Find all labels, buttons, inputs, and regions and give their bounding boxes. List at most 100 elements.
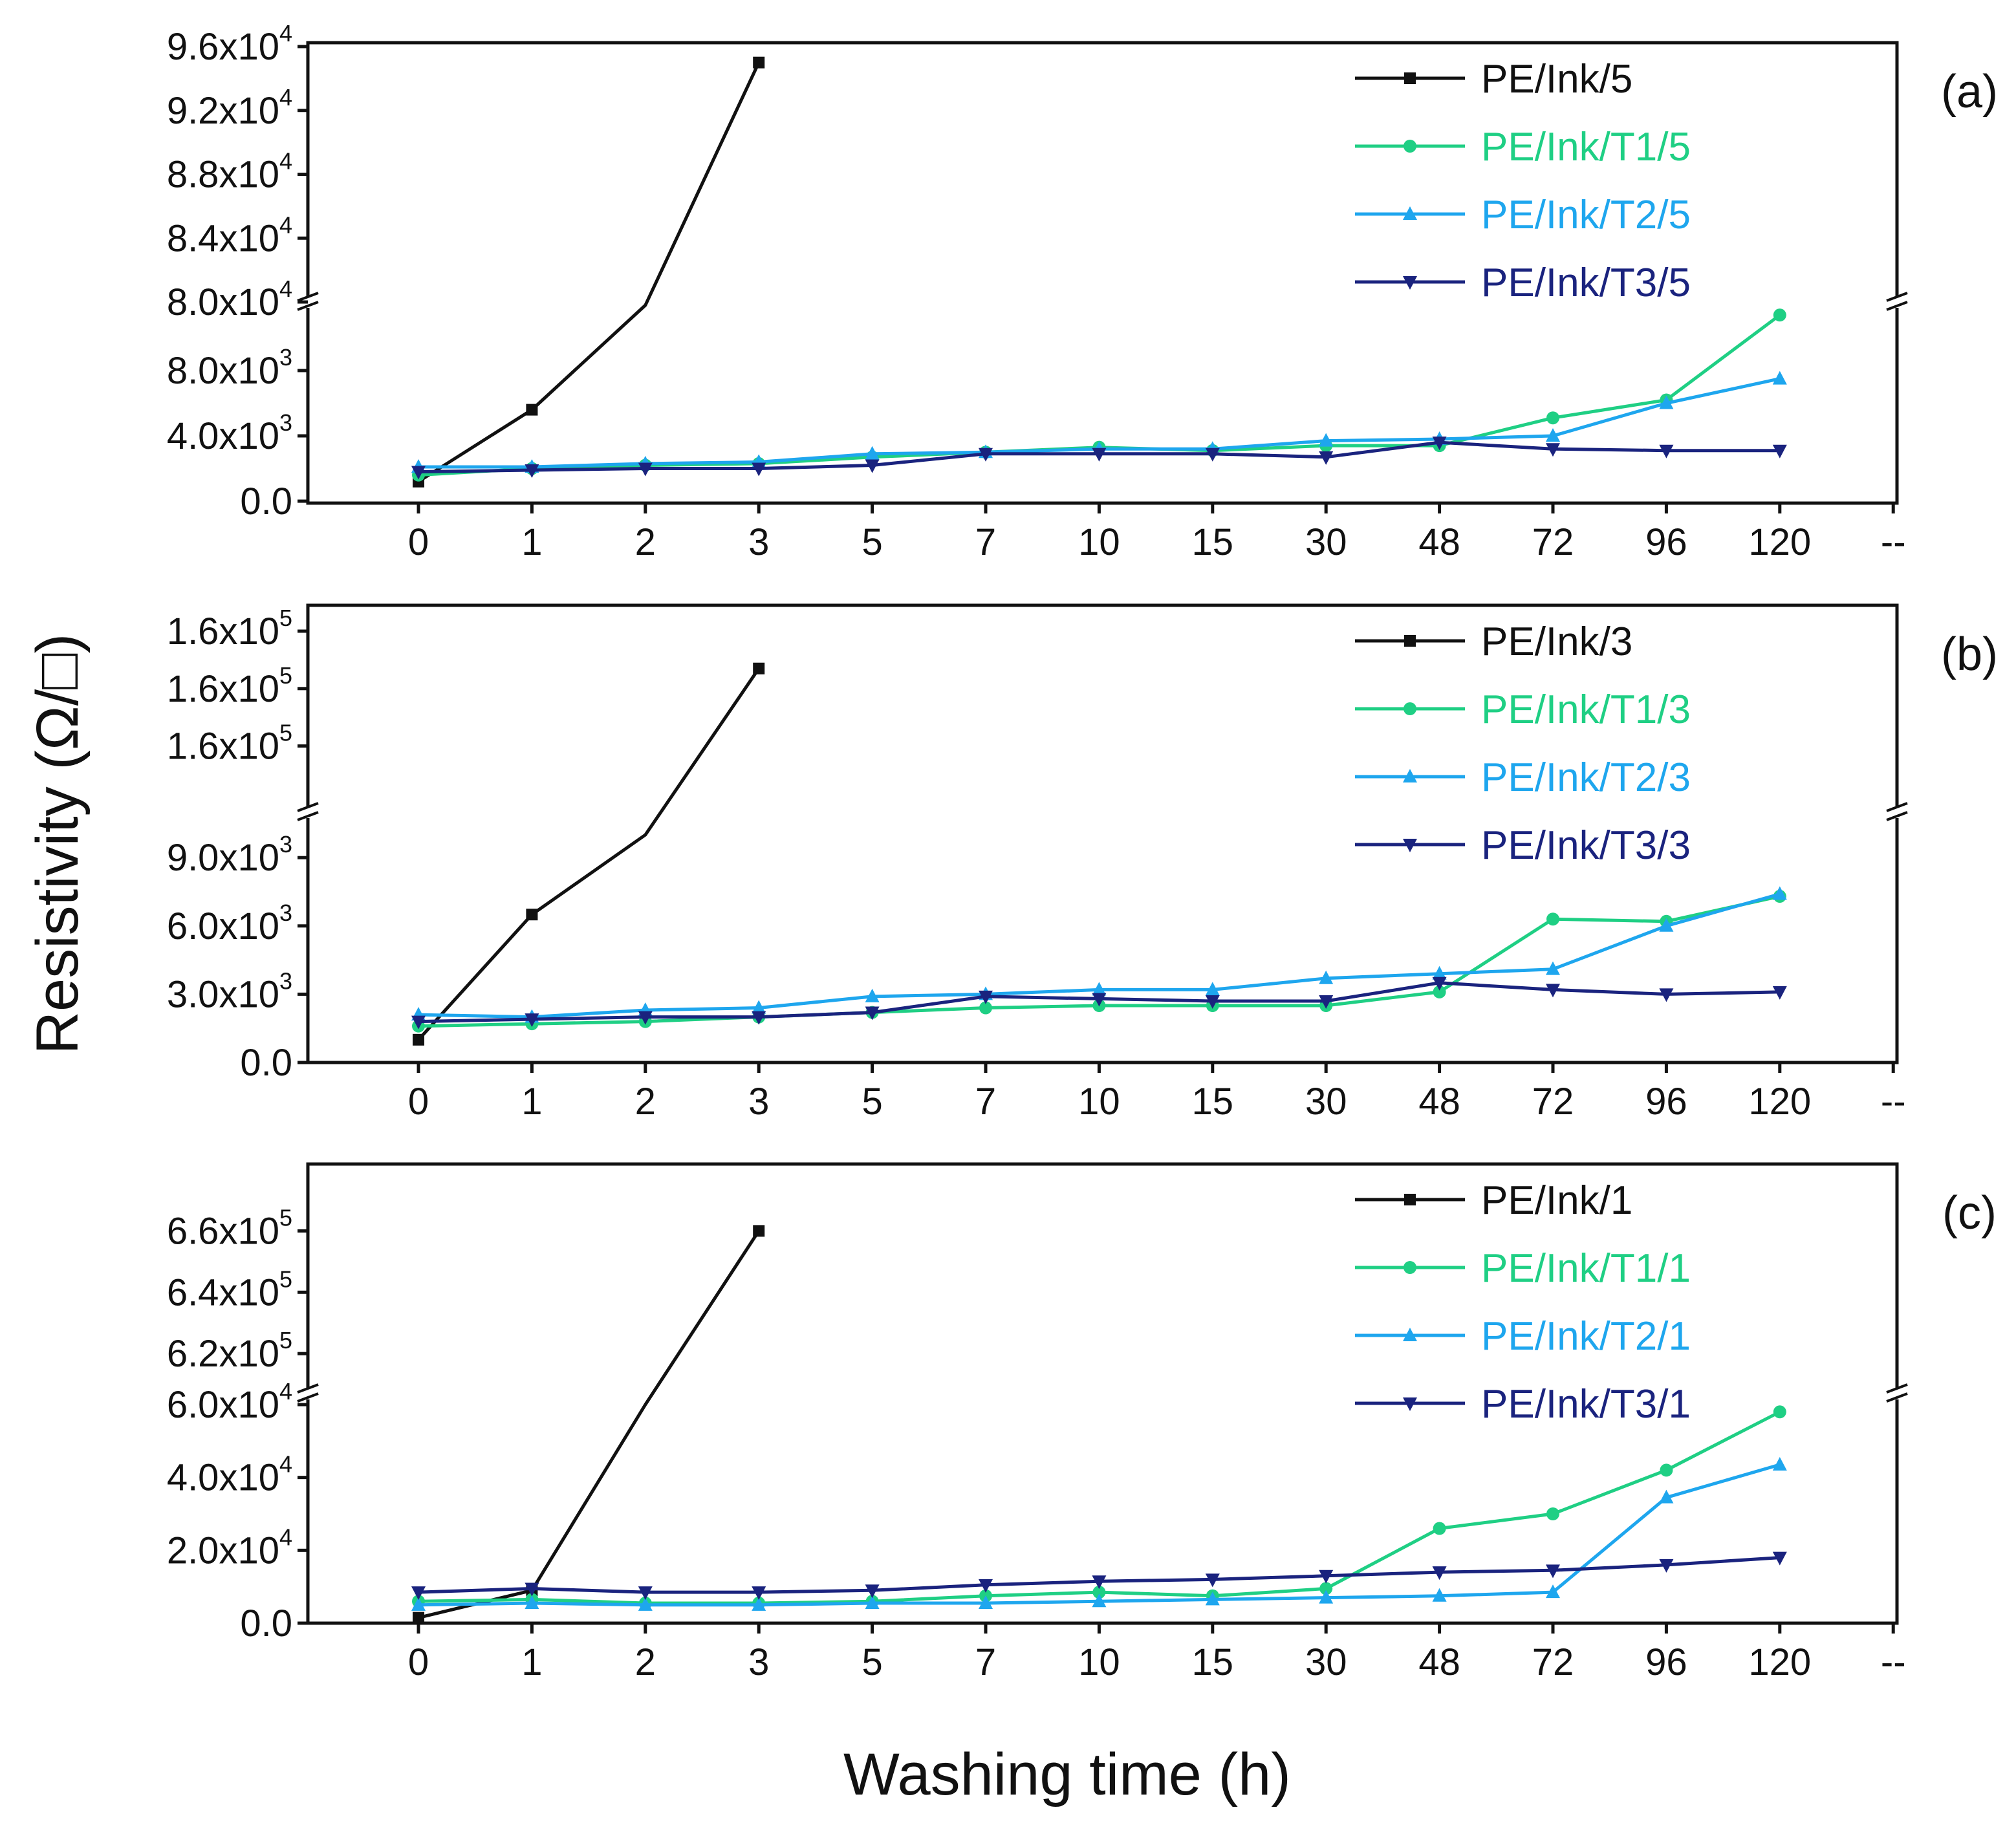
legend-marker [1404,140,1416,153]
data-point [1432,1566,1447,1580]
data-point [1772,1551,1787,1566]
y-tick-label: 2.0x104 [167,1524,292,1571]
x-tick-label: 7 [975,1081,996,1123]
data-point [525,1582,539,1597]
x-tick-label: 96 [1645,521,1687,563]
y-tick-label: 4.0x103 [167,409,292,457]
data-point [1432,1588,1447,1602]
data-point [1319,451,1334,465]
series-line [417,61,761,483]
data-point [1546,443,1560,457]
y-tick-label: 0.0 [240,1042,292,1084]
x-tick-label: 3 [748,521,769,563]
data-point [1432,976,1447,991]
x-tick-label: 72 [1532,1081,1574,1123]
y-tick-label: 8.0x103 [167,344,292,392]
x-tick-label: 48 [1418,1641,1460,1683]
legend-entry: PE/Ink/3 [1355,620,1632,664]
x-tick-label: 2 [635,1641,656,1683]
plot-frame [306,41,1899,505]
legend-label: PE/Ink/T2/1 [1481,1314,1691,1359]
data-point [979,1001,992,1015]
axis-break-mark [297,811,319,821]
axis-break-mark [1886,292,1908,302]
data-point [638,1011,653,1025]
panel-label: (c) [1942,1187,1997,1239]
data-point [1772,371,1787,385]
y-tick-label: 6.2x105 [167,1327,292,1375]
legend-entry: PE/Ink/T3/1 [1355,1382,1691,1427]
data-point [411,466,426,480]
legend-marker [1404,1194,1416,1205]
legend-marker [1404,702,1416,715]
panels: 8.0x104 8.4x104 8.8x104 9.2x104 9.6x104 0.0 4.… [167,20,1998,1683]
legend-label: PE/Ink/3 [1481,620,1632,664]
data-point [1205,1591,1220,1606]
data-point [638,1586,653,1601]
legend-entry: PE/Ink/1 [1355,1178,1632,1223]
series-PE/Ink/T2/1 [411,1456,1787,1611]
series-PE/Ink/1 [413,1225,765,1624]
data-point [865,1584,880,1599]
series-line [418,1230,761,1620]
x-tick-label: 2 [635,1081,656,1123]
chart-panel-3: 6.2x105 6.4x105 6.6x105 0.0 2.0x104 4.0x104 6.… [167,1162,1997,1683]
x-tick-label: -- [1881,521,1906,563]
y-tick-label: 8.4x104 [167,211,292,259]
data-point [865,988,880,1002]
data-point [1659,988,1674,1002]
series-PE/Ink/T3/1 [411,1551,1787,1601]
data-point [1205,995,1220,1009]
data-point [525,1013,539,1028]
legend-label: PE/Ink/T2/5 [1481,193,1691,237]
data-point [1092,982,1107,996]
x-tick-label: 10 [1078,1081,1120,1123]
data-point [1433,985,1446,998]
data-point [638,462,653,477]
data-point [752,1011,766,1025]
legend-label: PE/Ink/T3/5 [1481,261,1691,305]
x-tick-label: 72 [1532,521,1574,563]
y-tick-label: 1.6x105 [167,662,292,710]
legend-label: PE/Ink/5 [1481,57,1632,102]
data-point [1659,1559,1674,1573]
series-PE/Ink/5 [413,56,765,488]
data-point [1319,970,1334,984]
data-point [979,1579,993,1593]
x-tick-label: 15 [1192,1641,1234,1683]
panel-label: (a) [1941,66,1998,118]
x-tick-label: 7 [975,1641,996,1683]
axis-break-mark [297,301,319,311]
data-point [753,1225,765,1237]
x-tick-label: 48 [1418,521,1460,563]
y-tick-label: 0.0 [240,1602,292,1645]
y-tick-label: 9.6x104 [167,20,292,68]
data-point [1773,308,1786,322]
legend-marker [1404,72,1416,84]
data-point [1205,448,1220,462]
axis-break-mark [1886,811,1908,821]
legend-entry: PE/Ink/T2/5 [1355,193,1691,237]
data-point [1092,448,1107,462]
data-point [526,909,538,921]
data-point [1546,984,1560,998]
y-tick-label: 0.0 [240,480,292,523]
chart-panel-1: 8.0x104 8.4x104 8.8x104 9.2x104 9.6x104 0.0 4.… [167,20,1998,563]
data-point [1546,912,1559,926]
x-tick-label: 2 [635,521,656,563]
axis-break-mark [297,1392,319,1403]
legend-marker [1403,276,1417,290]
x-tick-label: 15 [1192,1081,1234,1123]
data-point [752,1597,766,1611]
x-tick-label: 10 [1078,521,1120,563]
axis-break-mark [297,1383,319,1394]
x-tick-label: 120 [1748,1081,1811,1123]
y-tick-label: 1.6x105 [167,720,292,768]
x-tick-label: 7 [975,521,996,563]
x-tick-label: 5 [862,521,882,563]
series-PE/Ink/3 [413,662,765,1046]
data-point [638,1597,653,1611]
data-point [1659,444,1674,458]
x-tick-label: 1 [521,1641,542,1683]
